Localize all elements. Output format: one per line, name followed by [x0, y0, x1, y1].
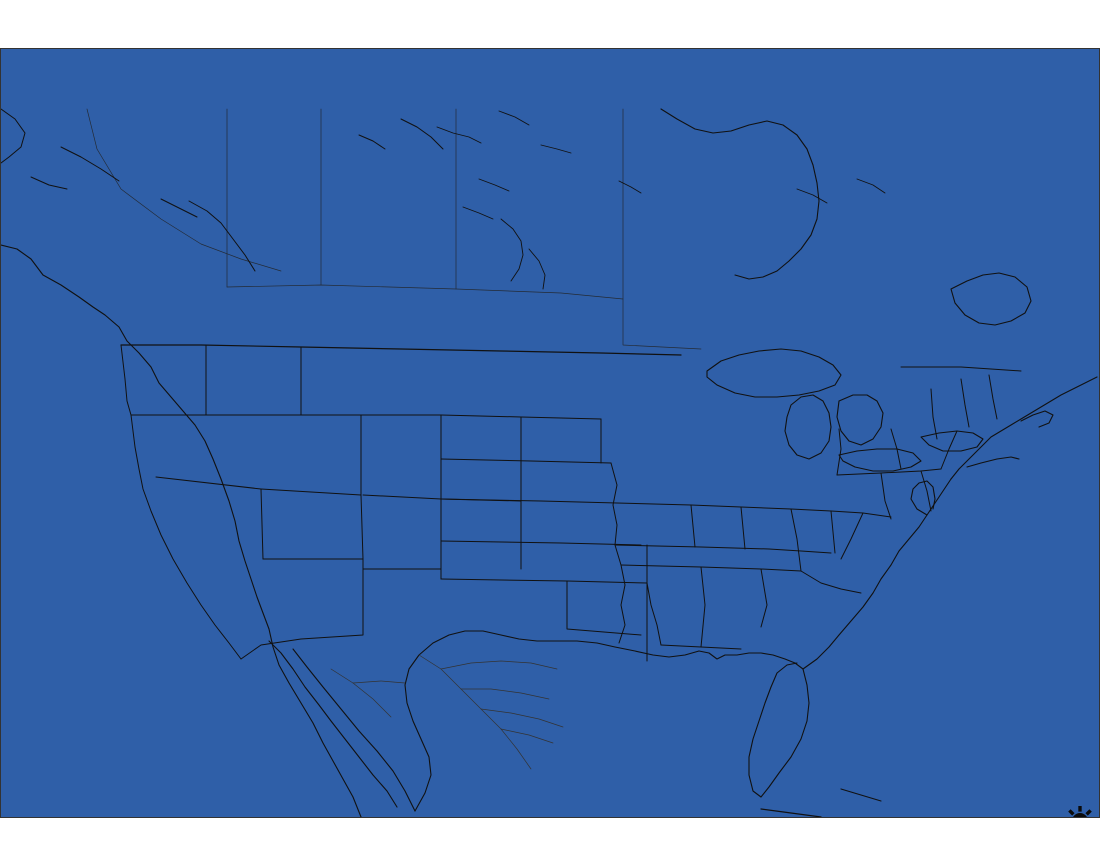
colorbar[interactable]: [0, 818, 1100, 850]
gear-sun-icon: [1065, 797, 1095, 817]
colorbar-tick-labels: [0, 818, 1100, 834]
point-value-layer: [1, 49, 1099, 817]
pivotal-weather-logo: [1065, 793, 1095, 817]
map-geography-overlay: [1, 108, 1098, 817]
map-header: [0, 0, 1100, 48]
temperature-raster: [1, 49, 1099, 817]
colorbar-gradient: [20, 834, 1080, 848]
map-viewport[interactable]: [0, 48, 1100, 818]
